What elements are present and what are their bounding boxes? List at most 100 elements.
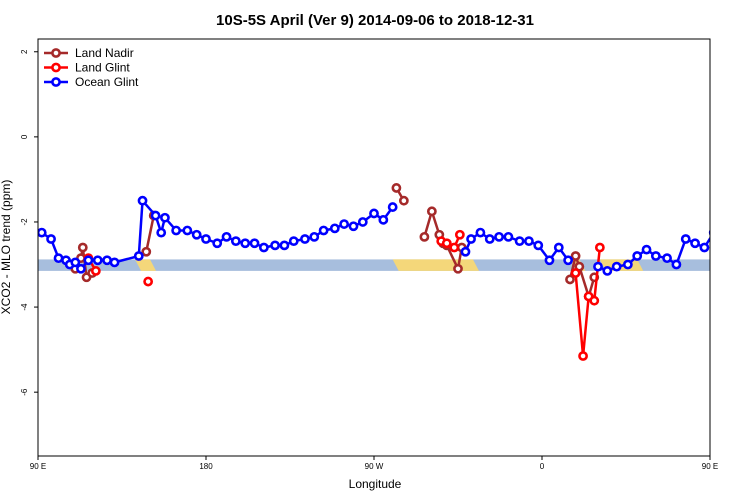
land-nadir-point: [419, 231, 430, 242]
land-glint-point: [742, 257, 749, 264]
ocean-glint-point: [137, 195, 148, 206]
ocean-glint-point: [708, 229, 710, 236]
x-tick-label: 0: [540, 462, 545, 471]
ocean-glint-point: [230, 236, 241, 247]
y-axis: 2 0 -2 -4 -6: [20, 49, 38, 396]
y-tick-label: -2: [20, 218, 29, 226]
series-land-glint: [83, 229, 749, 361]
background-band: [38, 259, 710, 271]
ocean-glint-point: [466, 234, 476, 244]
ocean-glint-point: [46, 234, 56, 244]
land-nadir-point: [453, 263, 463, 274]
x-axis-label: Longitude: [349, 477, 402, 491]
series-layer: [38, 183, 749, 361]
ocean-glint-point: [641, 244, 652, 255]
ocean-glint-point: [484, 234, 495, 244]
ocean-glint-point: [514, 236, 525, 247]
land-glint-point: [736, 265, 743, 272]
legend-label-land-glint: Land Glint: [75, 61, 130, 75]
series-land-nadir: [70, 183, 748, 302]
land-glint-line: [734, 258, 749, 273]
ocean-glint-point: [611, 261, 622, 272]
y-axis-label: XCO2 - MLO trend (ppm): [0, 180, 13, 315]
ocean-glint-point: [650, 251, 661, 261]
ocean-glint-point: [563, 255, 574, 266]
ocean-glint-point: [102, 255, 112, 266]
land-nadir-point: [565, 274, 575, 285]
ocean-glint-point: [133, 251, 144, 261]
land-glint-point: [594, 242, 605, 253]
ocean-glint-point: [503, 231, 514, 242]
ocean-glint-point: [279, 240, 290, 251]
ocean-glint-point: [357, 217, 368, 227]
ocean-glint-point: [191, 229, 202, 240]
ocean-glint-point: [150, 210, 161, 221]
ocean-glint-point: [249, 238, 260, 249]
x-tick-label: 90 W: [365, 462, 384, 471]
legend-marker-land-glint: [51, 62, 61, 73]
ocean-glint-point: [544, 255, 555, 266]
ocean-glint-point: [387, 202, 398, 212]
ocean-glint-point: [680, 234, 691, 244]
ocean-glint-point: [475, 227, 486, 238]
y-tick-label: -4: [20, 303, 29, 311]
land-glint-point: [143, 276, 154, 287]
ocean-glint-point: [109, 257, 120, 268]
ocean-glint-point: [533, 240, 544, 251]
ocean-glint-point: [70, 257, 81, 268]
ocean-glint-point: [699, 242, 710, 253]
ocean-glint-point: [171, 225, 182, 236]
ocean-glint-point: [602, 266, 613, 276]
land-glint-point: [589, 295, 600, 306]
land-glint-point: [441, 238, 452, 249]
ocean-glint-point: [288, 236, 299, 247]
ocean-glint-point: [221, 231, 232, 242]
ocean-glint-point: [182, 225, 193, 236]
ocean-glint-point: [494, 231, 504, 242]
land-nadir-line: [727, 250, 748, 278]
x-axis: 90 E 180 90 W 0 90 E: [30, 456, 718, 471]
ocean-glint-point: [593, 261, 603, 272]
ocean-glint-point: [329, 223, 340, 234]
land-nadir-point: [398, 195, 409, 206]
ocean-glint-point: [671, 259, 682, 270]
x-tick-label: 180: [199, 462, 213, 471]
x-tick-label: 90 E: [702, 462, 718, 471]
chart-title: 10S-5S April (Ver 9) 2014-09-06 to 2018-…: [216, 12, 534, 29]
land-band: [392, 259, 479, 271]
land-nadir-point: [723, 265, 730, 272]
land-glint-point: [90, 266, 101, 276]
ocean-glint-point: [369, 208, 379, 219]
legend-marker-land-nadir: [51, 48, 61, 58]
ocean-glint-point: [318, 225, 329, 236]
ocean-glint-point: [339, 219, 350, 229]
ocean-glint-point: [524, 236, 534, 247]
legend-marker-ocean-glint: [51, 77, 61, 87]
land-nadir-line: [145, 215, 155, 253]
land-nadir-point: [77, 242, 88, 253]
land-glint-point: [449, 242, 460, 253]
land-nadir-point: [729, 246, 736, 253]
ocean-glint-point: [83, 255, 94, 266]
land-glint-point: [570, 268, 581, 278]
land-nadir-point: [141, 246, 152, 257]
ocean-glint-point: [721, 235, 728, 242]
ocean-glint-point: [662, 253, 672, 264]
ocean-glint-point: [160, 212, 170, 223]
ocean-glint-point: [632, 251, 643, 261]
land-glint-point: [454, 229, 465, 240]
land-nadir-point: [426, 206, 437, 217]
y-tick-label: 0: [20, 134, 29, 139]
land-band: [135, 259, 156, 271]
land-glint-point: [731, 255, 738, 262]
ocean-glint-point: [622, 259, 633, 270]
ocean-glint-point: [201, 234, 211, 244]
ocean-glint-point: [553, 242, 564, 253]
land-glint-point: [578, 351, 588, 361]
y-tick-label: -6: [20, 388, 29, 396]
x-tick-label: 90 E: [30, 462, 46, 471]
ocean-band: [38, 259, 710, 271]
ocean-glint-point: [212, 238, 223, 249]
land-nadir-point: [734, 274, 741, 281]
